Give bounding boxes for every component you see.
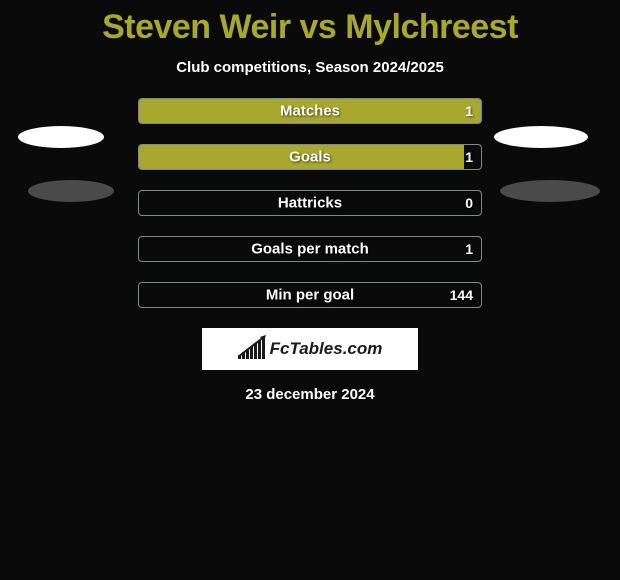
generated-date: 23 december 2024 — [0, 386, 620, 403]
stat-row: Hattricks 0 — [138, 190, 482, 216]
player-left-ellipse — [18, 126, 104, 148]
stat-value: 1 — [465, 149, 473, 165]
stats-container: Matches 1 Goals 1 Hattricks 0 Goals per match 1… — [138, 98, 482, 308]
stat-row: Goals per match 1 — [138, 236, 482, 262]
stat-value: 1 — [465, 241, 473, 257]
comparison-subtitle: Club competitions, Season 2024/2025 — [0, 59, 620, 76]
player-left-shadow — [28, 180, 114, 202]
stat-label: Goals per match — [251, 241, 369, 258]
stat-value: 1 — [465, 103, 473, 119]
stat-label: Min per goal — [266, 287, 354, 304]
logo-text: FcTables.com — [270, 339, 383, 359]
stat-row: Min per goal 144 — [138, 282, 482, 308]
stat-label: Hattricks — [278, 195, 342, 212]
player-right-shadow — [500, 180, 600, 202]
comparison-title: Steven Weir vs Mylchreest — [0, 0, 620, 47]
player-right-ellipse — [494, 126, 588, 148]
stat-value: 144 — [450, 287, 473, 303]
logo-barchart-icon — [238, 335, 266, 364]
stat-row: Goals 1 — [138, 144, 482, 170]
fctables-logo: FcTables.com — [202, 328, 418, 370]
stat-label: Goals — [289, 149, 331, 166]
stat-value: 0 — [465, 195, 473, 211]
stat-row: Matches 1 — [138, 98, 482, 124]
stat-label: Matches — [280, 103, 340, 120]
